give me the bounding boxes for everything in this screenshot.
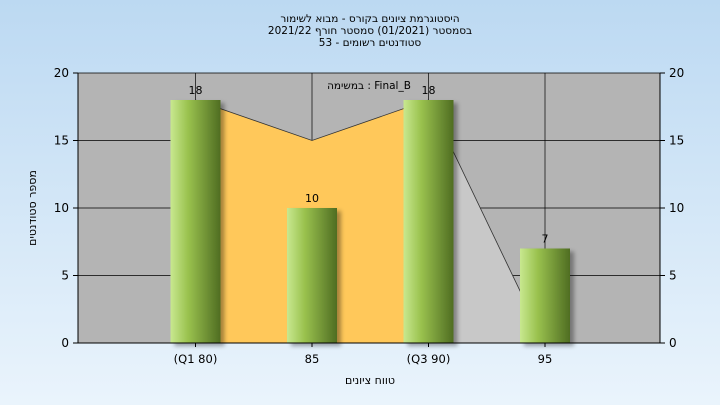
x-tick-label: (Q3 90)	[407, 352, 451, 366]
x-tick-label: 95	[538, 352, 553, 366]
chart-title-line-3: סטודנטים רשומים - 53	[319, 37, 422, 49]
y-tick-label: 15	[54, 134, 69, 148]
bar-2	[287, 208, 337, 343]
y-tick-label: 20	[54, 66, 69, 80]
series-annotation: במשימה : Final_B	[327, 80, 411, 92]
bar-value-label: 18	[189, 84, 203, 97]
area-series-line	[195, 99, 546, 344]
y-tick-label: 0	[61, 336, 69, 350]
bar-value-label: 10	[305, 192, 319, 205]
chart-title: היסטוגרמת ציונים בקורס - מבוא לשימורבסמס…	[268, 13, 472, 49]
chart-title-line-2: בסמסטר (01/2021) סמסטר חורף 2021/22	[268, 25, 472, 37]
y-tick-label: 10	[54, 201, 69, 215]
x-axis-label: טווח ציונים	[345, 374, 395, 387]
bar-value-label: 18	[422, 84, 436, 97]
bar-4	[520, 248, 570, 343]
x-tick-label: (Q1 80)	[174, 352, 218, 366]
x-tick-label: 85	[305, 352, 320, 366]
y-tick-label-right: 0	[669, 336, 677, 350]
y-axis-label: מספר סטודנטים	[26, 170, 39, 246]
bar-3	[403, 100, 454, 343]
y-tick-label-right: 10	[669, 201, 684, 215]
y-tick-label-right: 15	[669, 134, 684, 148]
y-tick-label: 5	[61, 269, 69, 283]
bar-1	[170, 100, 221, 343]
chart-title-line-1: היסטוגרמת ציונים בקורס - מבוא לשימור	[280, 13, 459, 25]
bar-value-label: 7	[542, 233, 549, 246]
y-tick-label-right: 5	[669, 269, 677, 283]
y-tick-label-right: 20	[669, 66, 684, 80]
plot-area: 18 10 18 7 במשימה : Final_B 0 0 5 5 10 10 15 15 20 20 (…	[54, 66, 685, 366]
